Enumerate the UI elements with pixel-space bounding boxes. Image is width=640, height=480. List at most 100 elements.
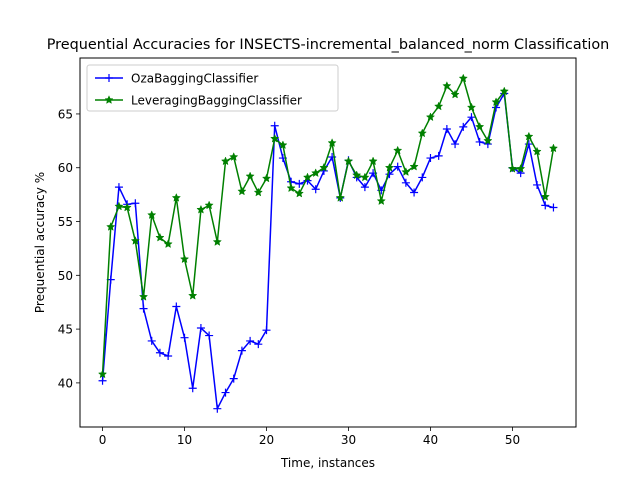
series-2-point bbox=[483, 135, 493, 145]
series-1-point bbox=[459, 122, 468, 131]
series-2-point bbox=[360, 172, 370, 182]
series-2-point bbox=[540, 191, 550, 201]
series-1-point bbox=[188, 384, 197, 393]
y-tick-label: 55 bbox=[58, 215, 73, 229]
series-2-point bbox=[138, 291, 149, 301]
series-1-point bbox=[475, 137, 484, 146]
series-1-point bbox=[196, 324, 205, 333]
x-axis-label: Time, instances bbox=[280, 456, 375, 470]
series-2-point bbox=[417, 128, 427, 138]
series-2-point bbox=[261, 173, 272, 183]
series-1-point bbox=[139, 304, 148, 313]
legend-label: LeveragingBaggingClassifier bbox=[131, 94, 302, 108]
series-1-point bbox=[213, 404, 222, 413]
series-1-point bbox=[549, 203, 558, 212]
legend-marker bbox=[105, 74, 113, 82]
series-1-point bbox=[442, 125, 451, 134]
series-2-point bbox=[475, 122, 485, 131]
series-2-point bbox=[302, 172, 313, 182]
series-2-point bbox=[97, 369, 108, 379]
x-tick-label: 20 bbox=[259, 433, 274, 447]
series-1-point bbox=[418, 173, 427, 182]
series-2-point bbox=[229, 152, 239, 161]
series-1-point bbox=[270, 121, 279, 130]
x-tick-label: 30 bbox=[341, 433, 356, 447]
series-1-point bbox=[311, 185, 320, 194]
series-1-point bbox=[229, 374, 238, 383]
series-1-point bbox=[205, 331, 214, 340]
series-1-point bbox=[401, 178, 410, 187]
legend-item-1: OzaBaggingClassifier bbox=[95, 72, 258, 86]
series-2-point bbox=[327, 138, 337, 147]
series-2-point bbox=[237, 186, 247, 196]
series-2-point bbox=[499, 86, 509, 96]
series-1-line bbox=[101, 92, 554, 410]
series-2-point bbox=[147, 210, 157, 219]
series-2-point bbox=[376, 196, 386, 206]
series-1-point bbox=[410, 188, 419, 197]
series-1-point bbox=[147, 336, 156, 345]
series-2-point bbox=[409, 161, 419, 171]
series-2-point bbox=[343, 156, 354, 166]
x-tick-label: 0 bbox=[99, 433, 107, 447]
series-2-point bbox=[270, 133, 280, 143]
y-tick-label: 45 bbox=[58, 323, 73, 337]
series-2-point bbox=[507, 163, 518, 173]
series-2-point bbox=[245, 171, 255, 181]
series-2-point bbox=[401, 167, 411, 176]
series-2-point bbox=[352, 170, 362, 180]
plot-area bbox=[97, 73, 559, 413]
series-2-point bbox=[393, 145, 403, 155]
series-1-point bbox=[426, 154, 435, 163]
series-1-point bbox=[114, 183, 123, 192]
chart-title: Prequential Accuracies for INSECTS-incre… bbox=[47, 37, 610, 53]
series-1-point bbox=[295, 179, 304, 188]
legend-label: OzaBaggingClassifier bbox=[131, 72, 258, 86]
series-2-point bbox=[286, 183, 296, 193]
legend-item-2: LeveragingBaggingClassifier bbox=[95, 94, 302, 108]
series-2-point bbox=[130, 236, 140, 245]
series-2-point bbox=[179, 254, 190, 264]
y-tick-label: 65 bbox=[58, 107, 73, 121]
series-1-point bbox=[131, 199, 140, 208]
series-2-point bbox=[188, 290, 198, 300]
series-2-point bbox=[114, 201, 124, 211]
series-2-point bbox=[524, 131, 534, 141]
series-2-point bbox=[491, 97, 501, 107]
y-tick-label: 40 bbox=[58, 376, 73, 390]
axes-frame bbox=[79, 57, 577, 428]
series-1-point bbox=[434, 151, 443, 160]
legend: OzaBaggingClassifier LeveragingBaggingCla… bbox=[86, 64, 339, 112]
series-2-point bbox=[311, 168, 321, 178]
series-1-point bbox=[237, 346, 246, 355]
series-1-point bbox=[164, 351, 173, 360]
series-2-point bbox=[319, 162, 329, 172]
series-2-point bbox=[204, 200, 214, 210]
series-1-point bbox=[467, 113, 476, 122]
series-1-point bbox=[262, 326, 271, 335]
series-1-point bbox=[172, 302, 181, 311]
series-1-point bbox=[180, 333, 189, 342]
series-1-point bbox=[541, 201, 550, 210]
y-tick-label: 60 bbox=[58, 161, 73, 175]
series-2-point bbox=[368, 156, 378, 166]
series-2-point bbox=[434, 101, 444, 111]
series-2-point bbox=[442, 81, 452, 90]
series-1-point bbox=[451, 140, 460, 149]
series-2-point bbox=[220, 156, 231, 166]
y-axis: 40 45 50 55 60 65 bbox=[58, 107, 80, 390]
series-2-point bbox=[466, 102, 477, 112]
series-2-point bbox=[106, 222, 116, 231]
x-tick-label: 10 bbox=[177, 433, 192, 447]
series-2-point bbox=[516, 163, 526, 173]
series-2-point bbox=[294, 188, 304, 198]
x-tick-label: 40 bbox=[423, 433, 438, 447]
y-axis-label: Prequential accuracy % bbox=[33, 172, 47, 313]
series-2-point bbox=[253, 187, 263, 197]
series-2-point bbox=[122, 202, 132, 212]
legend-box bbox=[86, 64, 339, 112]
series-2-point bbox=[155, 232, 165, 242]
series-2 bbox=[97, 73, 559, 379]
series-1-point bbox=[221, 388, 230, 397]
series-2-point bbox=[425, 112, 436, 122]
